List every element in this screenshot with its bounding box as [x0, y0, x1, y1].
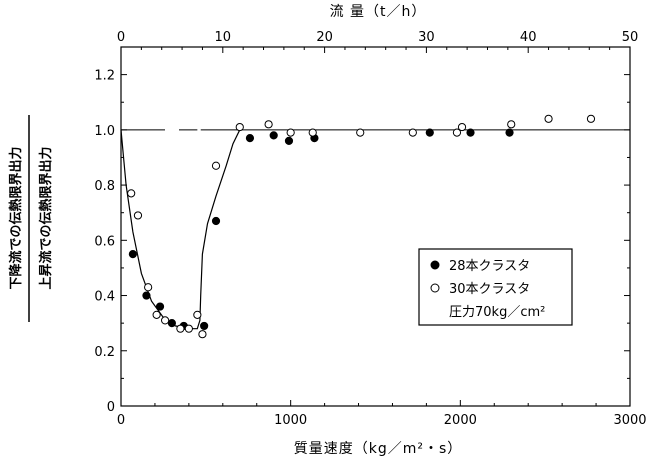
fit-curve	[120, 129, 241, 330]
data-point-30-cluster	[235, 122, 244, 132]
data-point-28-cluster	[245, 134, 255, 143]
data-point-30-cluster	[308, 128, 317, 137]
y-tick-label: 0.8	[94, 179, 115, 194]
data-point-30-cluster	[457, 122, 467, 132]
data-point-30-cluster	[586, 114, 596, 123]
x2-tick-label: 0	[117, 30, 125, 45]
data-point-28-cluster	[505, 128, 514, 137]
x-tick-label: 3000	[613, 413, 646, 428]
y-tick-label: 0.4	[94, 290, 115, 305]
data-point-30-cluster	[161, 316, 170, 325]
data-point-28-cluster	[211, 216, 221, 226]
data-point-30-cluster	[264, 120, 273, 129]
legend-label-28: 28本クラスタ	[449, 259, 530, 274]
data-point-30-cluster	[544, 114, 553, 123]
data-point-30-cluster	[408, 128, 417, 137]
data-point-28-cluster	[425, 128, 434, 137]
y-tick-label: 0	[107, 400, 115, 415]
legend-box	[418, 248, 573, 326]
data-point-30-cluster	[127, 189, 136, 198]
data-point-30-cluster	[193, 310, 202, 319]
y-axis-title-denominator: 上昇流での伝熱限界出力	[38, 146, 54, 289]
legend-marker-filled	[430, 260, 440, 270]
data-point-30-cluster	[133, 211, 143, 220]
data-point-28-cluster	[269, 131, 278, 140]
data-point-28-cluster	[466, 128, 475, 137]
x2-tick-label: 50	[622, 30, 639, 45]
data-point-30-cluster	[452, 128, 462, 137]
top-axis-title: 流 量（t／h）	[330, 4, 427, 20]
data-point-28-cluster	[155, 302, 165, 311]
y-tick-label: 1.2	[94, 69, 115, 84]
x2-tick-label: 20	[316, 30, 333, 45]
plot-area: 0 0.2 0.4 0.6 0.8 1.0 1.2 0 1000 2000 3000 0 10 20 30 4…	[94, 30, 646, 428]
data-point-30-cluster	[144, 283, 153, 292]
x-tick-label: 1000	[274, 413, 307, 428]
data-point-30-cluster	[184, 324, 193, 333]
plot-frame	[120, 46, 631, 407]
x2-tick-label: 10	[215, 30, 232, 45]
bottom-axis-title: 質量速度（kg／m²・s）	[294, 441, 463, 457]
legend-marker-open	[430, 283, 440, 293]
data-point-28-cluster	[142, 291, 151, 300]
y-axis-title-numerator: 下降流での伝熱限界出力	[8, 146, 24, 289]
data-point-30-cluster	[286, 128, 295, 137]
y-tick-label: 1.0	[94, 124, 115, 139]
data-point-30-cluster	[198, 330, 207, 339]
legend-label-30: 30本クラスタ	[449, 282, 530, 297]
y-tick-label: 0.6	[94, 234, 115, 249]
legend-pressure-note: 圧力70kg／cm²	[449, 305, 545, 320]
x2-tick-label: 40	[520, 30, 537, 45]
y-axis-title: 下降流での伝熱限界出力 上昇流での伝熱限界出力	[8, 115, 54, 322]
data-point-30-cluster	[152, 310, 161, 319]
data-point-28-cluster	[284, 136, 294, 145]
data-point-30-cluster	[507, 120, 516, 129]
x2-tick-label: 30	[418, 30, 435, 45]
data-point-28-cluster	[167, 319, 176, 328]
y-tick-label: 0.2	[94, 345, 115, 360]
data-point-30-cluster	[211, 161, 221, 170]
data-point-30-cluster	[356, 128, 365, 137]
data-point-28-cluster	[200, 321, 209, 331]
data-point-30-cluster	[176, 324, 185, 333]
x-tick-label: 2000	[444, 413, 477, 428]
x-tick-label: 0	[117, 413, 125, 428]
data-point-28-cluster	[128, 250, 137, 259]
